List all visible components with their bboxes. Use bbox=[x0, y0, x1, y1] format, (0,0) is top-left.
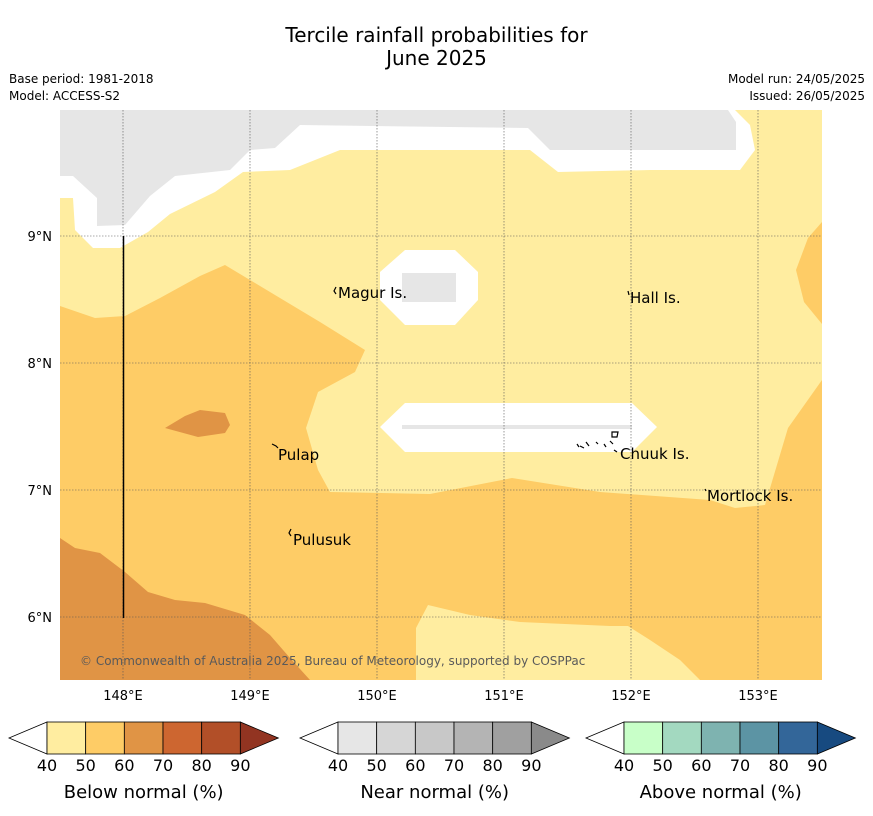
colorbar-extend-low bbox=[298, 721, 339, 755]
colorbar-extend-low bbox=[584, 721, 625, 755]
copyright-notice: © Commonwealth of Australia 2025, Bureau… bbox=[80, 654, 585, 668]
x-tick-152: 152°E bbox=[611, 689, 651, 704]
near-normal-region-north bbox=[60, 110, 736, 226]
colorbar-tick-label: 70 bbox=[444, 756, 464, 775]
colorbar-tick-label: 40 bbox=[614, 756, 634, 775]
colorbar-extend-high bbox=[816, 721, 857, 755]
island-mortlock-marker bbox=[704, 488, 707, 492]
colorbar-segment bbox=[46, 721, 87, 755]
band-below-60-70-island bbox=[165, 410, 230, 437]
colorbar-extend-high bbox=[239, 721, 280, 755]
colorbar-tick-label: 70 bbox=[730, 756, 750, 775]
base-period: Base period: 1981-2018 bbox=[9, 72, 154, 86]
colorbar-tick-label: 70 bbox=[153, 756, 173, 775]
probability-field: Magur Is. Hall Is. Pulap Chuuk Is. Mortl… bbox=[60, 110, 822, 680]
colorbar-tick-label: 40 bbox=[328, 756, 348, 775]
colorbar-tick-label: 40 bbox=[37, 756, 57, 775]
colorbar-segment bbox=[453, 721, 494, 755]
near-normal-region-central bbox=[402, 273, 456, 302]
title-line-1: Tercile rainfall probabilities for bbox=[285, 23, 588, 47]
colorbar-tick-label: 60 bbox=[114, 756, 134, 775]
colorbar-segment bbox=[337, 721, 378, 755]
island-chuuk-marker bbox=[576, 431, 619, 453]
x-axis-ticks: 148°E 149°E 150°E 151°E 152°E 153°E bbox=[103, 689, 778, 704]
colorbar-segment bbox=[778, 721, 818, 755]
colorbar-segment bbox=[376, 721, 416, 755]
title-line-2: June 2025 bbox=[386, 46, 487, 70]
band-below-50-60-east bbox=[796, 222, 822, 324]
colorbar-tick-label: 80 bbox=[483, 756, 503, 775]
y-tick-6n: 6°N bbox=[28, 611, 53, 626]
colorbar-tick-label: 50 bbox=[652, 756, 672, 775]
model-name: Model: ACCESS-S2 bbox=[9, 89, 121, 103]
x-tick-153: 153°E bbox=[738, 689, 778, 704]
place-label-chuuk: Chuuk Is. bbox=[620, 445, 689, 463]
issued-date: Issued: 26/05/2025 bbox=[749, 89, 865, 103]
colorbar-segment bbox=[492, 721, 532, 755]
model-run: Model run: 24/05/2025 bbox=[727, 72, 865, 86]
island-pulap-marker bbox=[271, 443, 279, 449]
colorbar-segment bbox=[662, 721, 702, 755]
colorbar-below-normal: 40 50 60 70 80 90 Below normal (%) bbox=[7, 721, 280, 803]
colorbar-segment bbox=[123, 721, 164, 755]
island-magur-marker bbox=[333, 286, 337, 295]
island-pulusuk-marker bbox=[288, 528, 292, 537]
colorbar-title: Below normal (%) bbox=[64, 782, 224, 803]
y-tick-8n: 8°N bbox=[28, 357, 53, 372]
colorbar-segment bbox=[414, 721, 455, 755]
colorbar-tick-label: 50 bbox=[366, 756, 386, 775]
x-tick-150: 150°E bbox=[357, 689, 397, 704]
x-tick-151: 151°E bbox=[484, 689, 524, 704]
band-below-40-50-south bbox=[416, 605, 700, 680]
place-label-pulap: Pulap bbox=[278, 446, 319, 464]
colorbar-tick-label: 50 bbox=[75, 756, 95, 775]
colorbar-tick-label: 90 bbox=[230, 756, 250, 775]
colorbar-tick-label: 60 bbox=[691, 756, 711, 775]
y-axis-ticks: 9°N 8°N 7°N 6°N bbox=[28, 230, 53, 626]
colorbar-tick-label: 60 bbox=[405, 756, 425, 775]
colorbar-segment bbox=[700, 721, 741, 755]
colorbar-near-normal: 40 50 60 70 80 90 Near normal (%) bbox=[298, 721, 571, 803]
colorbar-tick-label: 90 bbox=[521, 756, 541, 775]
colorbar-legends: 40 50 60 70 80 90 Below normal (%) 40 50 60 70 80 90… bbox=[7, 721, 857, 803]
colorbar-title: Near normal (%) bbox=[360, 782, 509, 803]
colorbar-title: Above normal (%) bbox=[640, 782, 802, 803]
colorbar-tick-label: 90 bbox=[807, 756, 827, 775]
colorbar-segment bbox=[739, 721, 780, 755]
island-markers bbox=[271, 286, 707, 537]
place-label-mortlock: Mortlock Is. bbox=[707, 487, 793, 505]
y-tick-9n: 9°N bbox=[28, 230, 53, 245]
colorbar-segment bbox=[162, 721, 203, 755]
colorbar-extend-high bbox=[530, 721, 571, 755]
colorbar-above-normal: 40 50 60 70 80 90 Above normal (%) bbox=[584, 721, 857, 803]
colorbar-tick-label: 80 bbox=[192, 756, 212, 775]
near-normal-region-chuuk bbox=[402, 425, 632, 429]
place-label-magur: Magur Is. bbox=[338, 284, 407, 302]
place-label-hall: Hall Is. bbox=[630, 289, 681, 307]
place-label-pulusuk: Pulusuk bbox=[293, 531, 351, 549]
colorbar-tick-label: 80 bbox=[769, 756, 789, 775]
island-hall-marker bbox=[627, 290, 630, 296]
y-tick-7n: 7°N bbox=[28, 484, 53, 499]
x-tick-148: 148°E bbox=[103, 689, 143, 704]
colorbar-segment bbox=[623, 721, 664, 755]
colorbar-extend-low bbox=[7, 721, 48, 755]
x-tick-149: 149°E bbox=[230, 689, 270, 704]
colorbar-segment bbox=[201, 721, 241, 755]
band-below-60-70-sw bbox=[60, 538, 310, 680]
colorbar-segment bbox=[85, 721, 125, 755]
